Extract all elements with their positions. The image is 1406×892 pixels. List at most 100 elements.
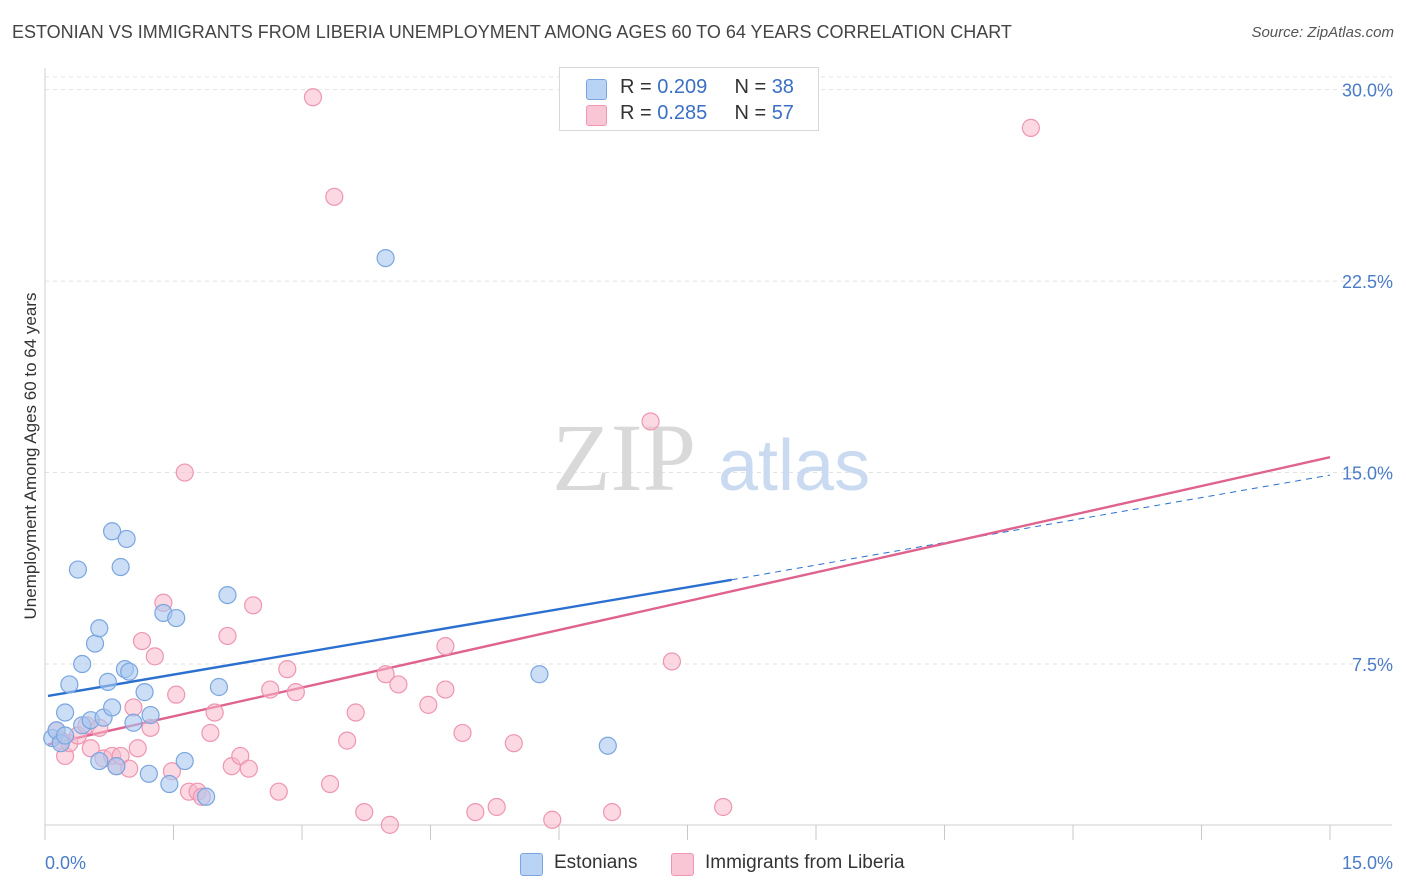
legend: R = 0.209 N = 38 R = 0.285 N = 57 bbox=[559, 67, 819, 131]
data-point-liberia bbox=[714, 797, 733, 817]
data-point-liberia bbox=[641, 412, 660, 431]
data-point-liberia bbox=[239, 759, 258, 778]
legend-n-value-liberia: 57 bbox=[771, 102, 794, 124]
data-point-liberia bbox=[487, 797, 506, 817]
data-point-liberia bbox=[278, 660, 297, 679]
data-point-liberia bbox=[376, 665, 395, 684]
data-point-liberia bbox=[231, 746, 250, 766]
axes bbox=[44, 68, 1392, 840]
data-point-estonians bbox=[175, 751, 194, 771]
data-point-estonians bbox=[117, 529, 136, 549]
data-point-liberia bbox=[504, 734, 523, 753]
tick-labels: 7.5% 15.0% 22.5% 30.0% 0.0% 15.0% bbox=[45, 81, 1393, 873]
data-point-estonians bbox=[139, 764, 158, 783]
data-point-estonians bbox=[141, 705, 160, 725]
data-point-liberia bbox=[244, 596, 263, 615]
data-point-liberia bbox=[1021, 118, 1040, 137]
data-point-estonians bbox=[530, 665, 549, 684]
data-point-liberia bbox=[128, 739, 147, 758]
legend-r-value-estonians: 0.209 bbox=[657, 76, 708, 98]
bottom-legend-label-liberia: Immigrants from Liberia bbox=[705, 852, 905, 873]
trend-extension-estonians bbox=[731, 474, 1331, 581]
data-point-estonians bbox=[55, 726, 75, 745]
data-point-estonians bbox=[167, 608, 186, 628]
legend-text-estonians: R = 0.209 N = 38 bbox=[620, 76, 794, 99]
data-point-liberia bbox=[436, 680, 455, 699]
source-label: Source: ZipAtlas.com bbox=[1251, 24, 1394, 41]
x-tick-label: 0.0% bbox=[45, 853, 86, 873]
data-point-liberia bbox=[320, 774, 340, 794]
watermark: ZIP atlas bbox=[552, 404, 870, 511]
y-tick-label: 15.0% bbox=[1342, 464, 1393, 484]
bottom-legend-swatch-estonians bbox=[520, 853, 543, 876]
data-point-liberia bbox=[543, 810, 562, 829]
data-point-estonians bbox=[73, 654, 92, 674]
data-point-estonians bbox=[197, 787, 216, 806]
data-point-estonians bbox=[102, 698, 122, 717]
data-point-estonians bbox=[107, 757, 126, 776]
legend-r-value-liberia: 0.285 bbox=[657, 102, 708, 124]
data-point-estonians bbox=[135, 683, 154, 702]
data-point-estonians bbox=[85, 634, 105, 653]
data-point-estonians bbox=[598, 736, 617, 755]
data-point-liberia bbox=[205, 703, 224, 722]
data-point-liberia bbox=[355, 802, 374, 822]
data-point-estonians bbox=[111, 557, 130, 577]
y-tick-label: 22.5% bbox=[1342, 272, 1393, 292]
bottom-legend: Estonians Immigrants from Liberia bbox=[0, 851, 1406, 879]
data-point-liberia bbox=[380, 815, 399, 834]
data-point-liberia bbox=[201, 723, 220, 743]
legend-text-liberia: R = 0.285 N = 57 bbox=[620, 102, 794, 125]
trend-line-liberia bbox=[47, 456, 1331, 746]
data-point-liberia bbox=[602, 802, 622, 822]
data-point-liberia bbox=[338, 731, 357, 750]
data-point-liberia bbox=[466, 802, 485, 822]
watermark-atlas: atlas bbox=[718, 426, 870, 506]
data-point-liberia bbox=[269, 782, 288, 801]
data-point-estonians bbox=[98, 672, 117, 691]
data-point-estonians bbox=[90, 619, 109, 638]
watermark-zip: ZIP bbox=[552, 404, 696, 511]
data-point-liberia bbox=[286, 683, 305, 702]
legend-r-label: R = bbox=[620, 102, 658, 124]
data-point-liberia bbox=[419, 695, 438, 714]
chart-title: ESTONIAN VS IMMIGRANTS FROM LIBERIA UNEM… bbox=[12, 22, 1012, 42]
data-point-estonians bbox=[68, 560, 88, 579]
data-point-liberia bbox=[662, 652, 682, 671]
legend-r-label: R = bbox=[620, 76, 658, 98]
data-point-liberia bbox=[303, 88, 323, 107]
data-point-estonians bbox=[218, 585, 237, 605]
data-point-liberia bbox=[325, 187, 344, 206]
y-axis-label: Unemployment Among Ages 60 to 64 years bbox=[21, 293, 40, 620]
bottom-legend-swatch-liberia bbox=[671, 853, 694, 876]
data-point-liberia bbox=[389, 675, 408, 694]
data-point-estonians bbox=[160, 774, 179, 794]
data-point-estonians bbox=[60, 675, 79, 694]
data-point-liberia bbox=[261, 680, 280, 699]
data-point-liberia bbox=[145, 647, 164, 666]
legend-n-label: N = bbox=[734, 102, 772, 124]
x-tick-label: 15.0% bbox=[1342, 853, 1393, 873]
data-point-liberia bbox=[175, 463, 194, 482]
y-tick-label: 30.0% bbox=[1342, 81, 1393, 101]
data-point-liberia bbox=[453, 723, 472, 743]
bottom-legend-label-estonians: Estonians bbox=[554, 852, 638, 873]
legend-swatch-estonians bbox=[586, 79, 607, 100]
data-point-liberia bbox=[436, 637, 455, 656]
data-point-estonians bbox=[209, 677, 229, 697]
y-tick-label: 7.5% bbox=[1352, 655, 1393, 675]
trend-line-estonians bbox=[47, 578, 732, 698]
data-point-estonians bbox=[55, 703, 75, 722]
data-point-estonians bbox=[120, 662, 139, 681]
data-point-liberia bbox=[167, 685, 186, 704]
legend-swatch-liberia bbox=[586, 105, 607, 126]
data-point-estonians bbox=[102, 522, 122, 541]
trend-lines bbox=[47, 456, 1331, 746]
data-points bbox=[43, 88, 1040, 834]
data-point-liberia bbox=[218, 626, 237, 646]
legend-n-value-estonians: 38 bbox=[771, 76, 794, 98]
data-point-estonians bbox=[376, 248, 395, 268]
data-point-liberia bbox=[124, 698, 143, 717]
data-point-estonians bbox=[124, 713, 143, 732]
